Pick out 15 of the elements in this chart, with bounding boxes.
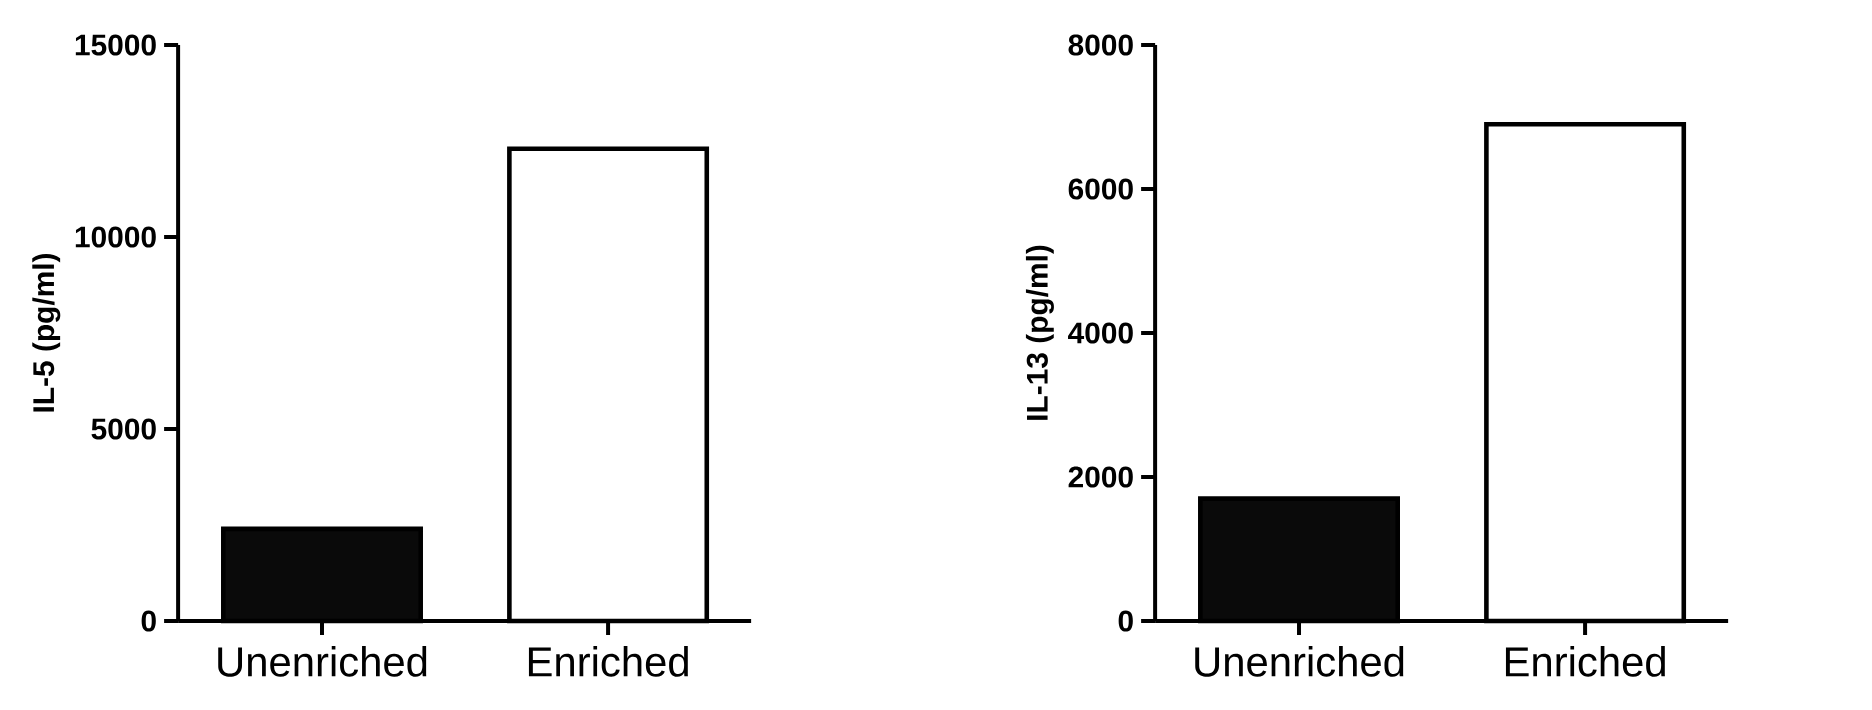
y-tick-label: 0	[141, 610, 156, 632]
y-tick-label: 0	[1118, 610, 1133, 632]
y-tick-label: 15000	[75, 34, 156, 56]
y-tick-label: 6000	[1068, 178, 1133, 200]
y-axis-title: IL-13 (pg/ml)	[1025, 245, 1054, 420]
y-tick-label: 8000	[1068, 34, 1133, 56]
x-tick-label: Unenriched	[218, 646, 427, 677]
x-tick-label: Enriched	[1505, 646, 1665, 677]
x-tick-label: Unenriched	[1195, 646, 1404, 677]
y-axis-title: IL-5 (pg/ml)	[32, 253, 61, 412]
y-tick-label: 2000	[1068, 466, 1133, 488]
y-tick-label: 10000	[75, 226, 156, 248]
x-tick-label: Enriched	[528, 646, 688, 677]
y-tick-label: 5000	[91, 418, 156, 440]
y-tick-label: 4000	[1068, 322, 1133, 344]
